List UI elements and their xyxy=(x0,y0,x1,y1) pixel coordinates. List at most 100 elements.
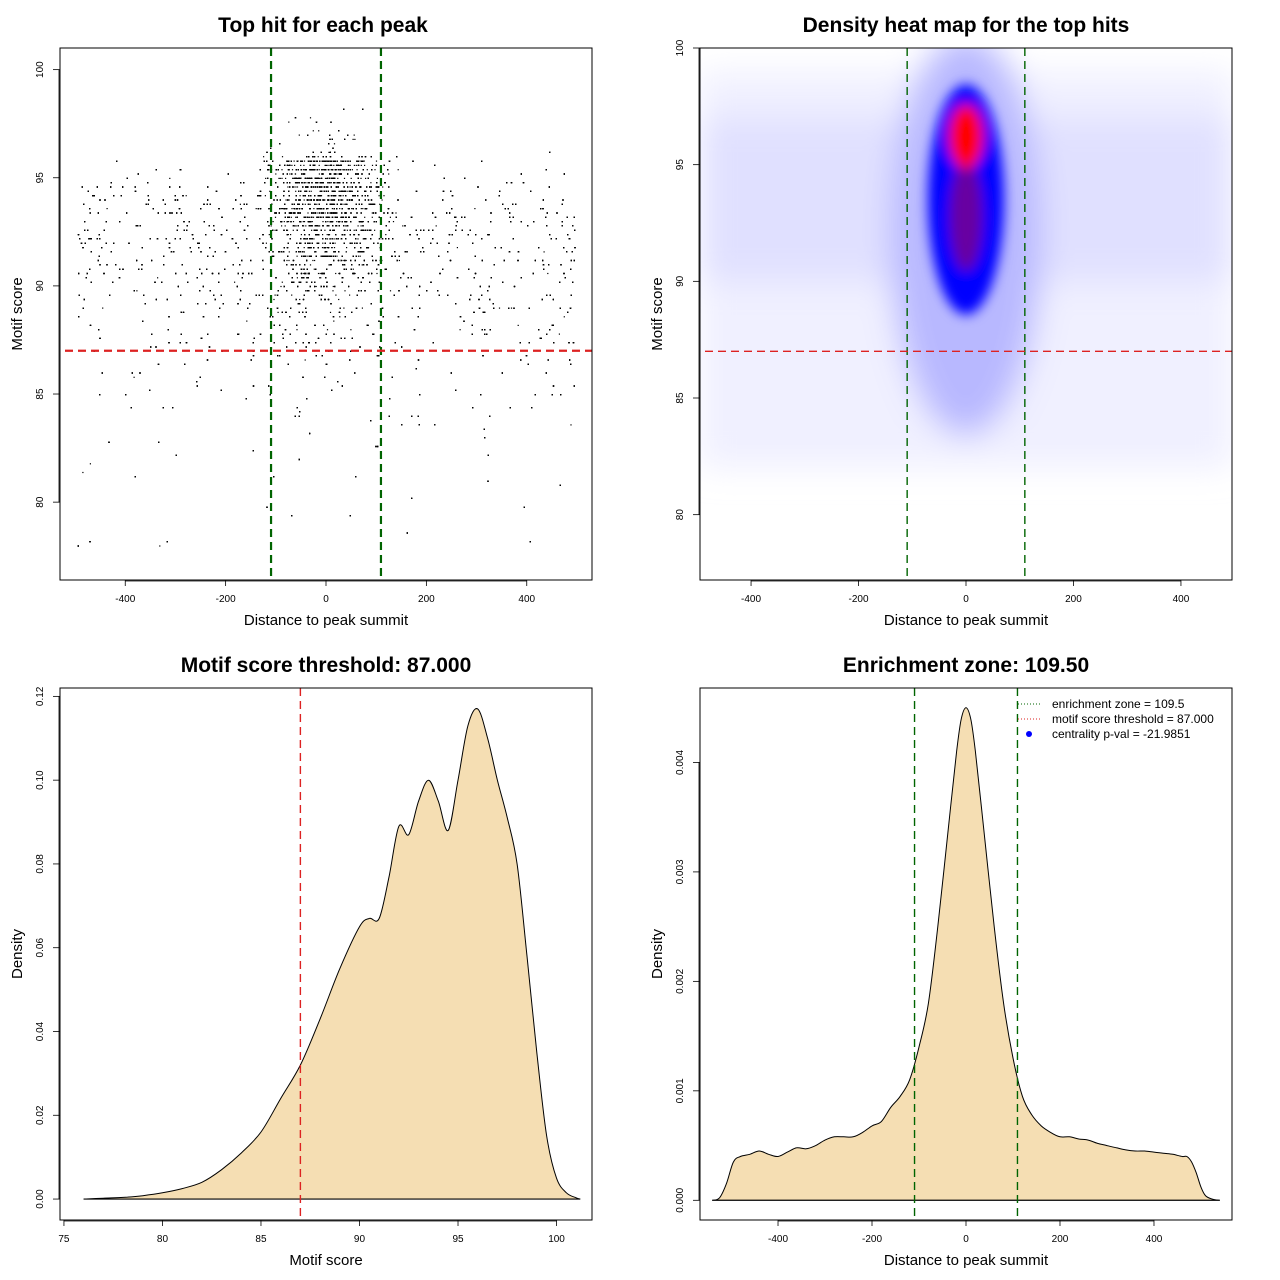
scatter-point xyxy=(274,294,276,296)
scatter-point xyxy=(303,216,305,218)
scatter-point xyxy=(347,164,350,166)
scatter-point xyxy=(310,195,312,197)
scatter-point xyxy=(356,173,358,175)
scatter-point xyxy=(315,285,317,288)
scatter-point xyxy=(343,264,346,266)
scatter-point xyxy=(307,160,310,162)
scatter-point xyxy=(298,208,301,210)
scatter-point xyxy=(336,203,338,205)
scatter-point xyxy=(346,199,348,201)
scatter-point xyxy=(351,208,353,210)
scatter-point xyxy=(275,173,277,175)
scatter-point xyxy=(307,247,309,249)
scatter-point xyxy=(259,169,261,171)
scatter-point xyxy=(294,212,296,214)
scatter-point xyxy=(304,234,306,236)
scatter-point xyxy=(305,182,307,184)
scatter-point xyxy=(356,169,358,171)
scatter-point xyxy=(340,173,342,175)
scatter-point xyxy=(331,229,334,231)
scatter-point xyxy=(329,173,331,175)
scatter-point xyxy=(277,169,279,171)
scatter-point xyxy=(330,255,332,257)
scatter-point xyxy=(304,264,306,266)
scatter-point xyxy=(354,195,356,197)
scatter-point xyxy=(338,311,341,313)
scatter-point xyxy=(331,221,334,223)
scatter-point xyxy=(306,199,308,201)
scatter-point xyxy=(288,164,290,166)
scatter-point xyxy=(346,190,348,192)
scatter-point xyxy=(258,195,260,197)
scatter-point xyxy=(320,190,322,192)
scatter-point xyxy=(314,290,316,292)
scatter-point xyxy=(334,160,336,162)
scatter-point xyxy=(327,160,329,162)
scatter-point xyxy=(343,203,345,205)
scatter-point xyxy=(310,190,312,192)
scatter-point xyxy=(344,212,346,214)
scatter-point xyxy=(310,255,312,257)
scatter-point xyxy=(377,186,379,188)
scatter-point xyxy=(367,247,369,249)
scatter-point xyxy=(351,264,353,266)
scatter-point xyxy=(322,255,324,257)
scatter-point xyxy=(326,208,328,210)
scatter-point xyxy=(331,169,334,171)
scatter-point xyxy=(291,203,293,205)
scatter-point xyxy=(341,221,343,223)
scatter-point xyxy=(267,221,269,223)
scatter-point xyxy=(322,169,324,171)
scatter-point xyxy=(288,195,290,197)
scatter-point xyxy=(362,225,364,227)
scatter-point xyxy=(355,186,358,188)
scatter-point xyxy=(351,190,353,192)
scatter-point xyxy=(343,160,345,162)
scatter-point xyxy=(280,285,282,288)
scatter-point xyxy=(334,212,336,214)
scatter-point xyxy=(290,216,292,218)
scatter-point xyxy=(316,242,318,244)
scatter-point xyxy=(286,182,288,184)
scatter-point xyxy=(304,216,306,218)
scatter-point xyxy=(322,182,324,184)
scatter-point xyxy=(301,277,303,279)
scatter-point xyxy=(259,190,262,192)
scatter-point xyxy=(324,229,326,231)
scatter-point xyxy=(325,251,327,253)
scatter-point xyxy=(281,156,284,158)
scatter-point xyxy=(343,186,345,188)
scatter-point xyxy=(346,247,348,249)
scatter-point xyxy=(334,285,336,288)
scatter-point xyxy=(286,264,288,266)
scatter-point xyxy=(358,182,360,184)
scatter-point xyxy=(339,208,341,210)
scatter-point xyxy=(339,221,341,223)
scatter-point xyxy=(357,225,359,227)
scatter-point xyxy=(363,238,365,240)
scatter-point xyxy=(301,255,303,257)
scatter-point xyxy=(308,234,310,236)
scatter-point xyxy=(286,160,288,162)
scatter-point xyxy=(350,329,352,331)
scatter-point xyxy=(348,190,351,192)
scatter-point xyxy=(283,195,285,197)
scatter-point xyxy=(302,203,304,205)
scatter-point xyxy=(309,208,311,210)
scatter-point xyxy=(356,160,358,162)
scatter-point xyxy=(331,212,333,214)
scatter-point xyxy=(345,212,347,214)
scatter-point xyxy=(330,160,332,162)
scatter-point xyxy=(383,212,385,214)
scatter-point xyxy=(343,242,345,244)
scatter-point xyxy=(375,221,377,223)
scatter-point xyxy=(268,169,270,171)
scatter-point xyxy=(392,221,395,223)
scatter-point xyxy=(259,238,261,240)
scatter-point xyxy=(300,177,302,179)
scatter-point xyxy=(371,169,373,171)
scatter-point xyxy=(319,190,321,192)
scatter-point xyxy=(288,259,290,262)
scatter-point xyxy=(313,238,315,240)
scatter-point xyxy=(340,164,342,166)
